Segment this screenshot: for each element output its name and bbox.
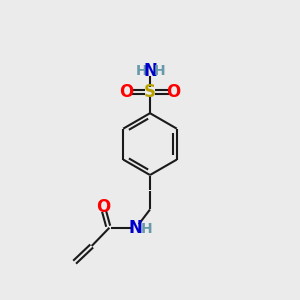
Text: H: H	[154, 64, 166, 78]
Text: N: N	[144, 62, 158, 80]
Text: H: H	[140, 222, 152, 236]
Text: O: O	[167, 83, 181, 101]
Text: H: H	[135, 64, 147, 78]
Text: N: N	[129, 219, 143, 237]
Text: S: S	[144, 83, 156, 101]
Text: O: O	[119, 83, 134, 101]
Text: O: O	[96, 197, 110, 215]
